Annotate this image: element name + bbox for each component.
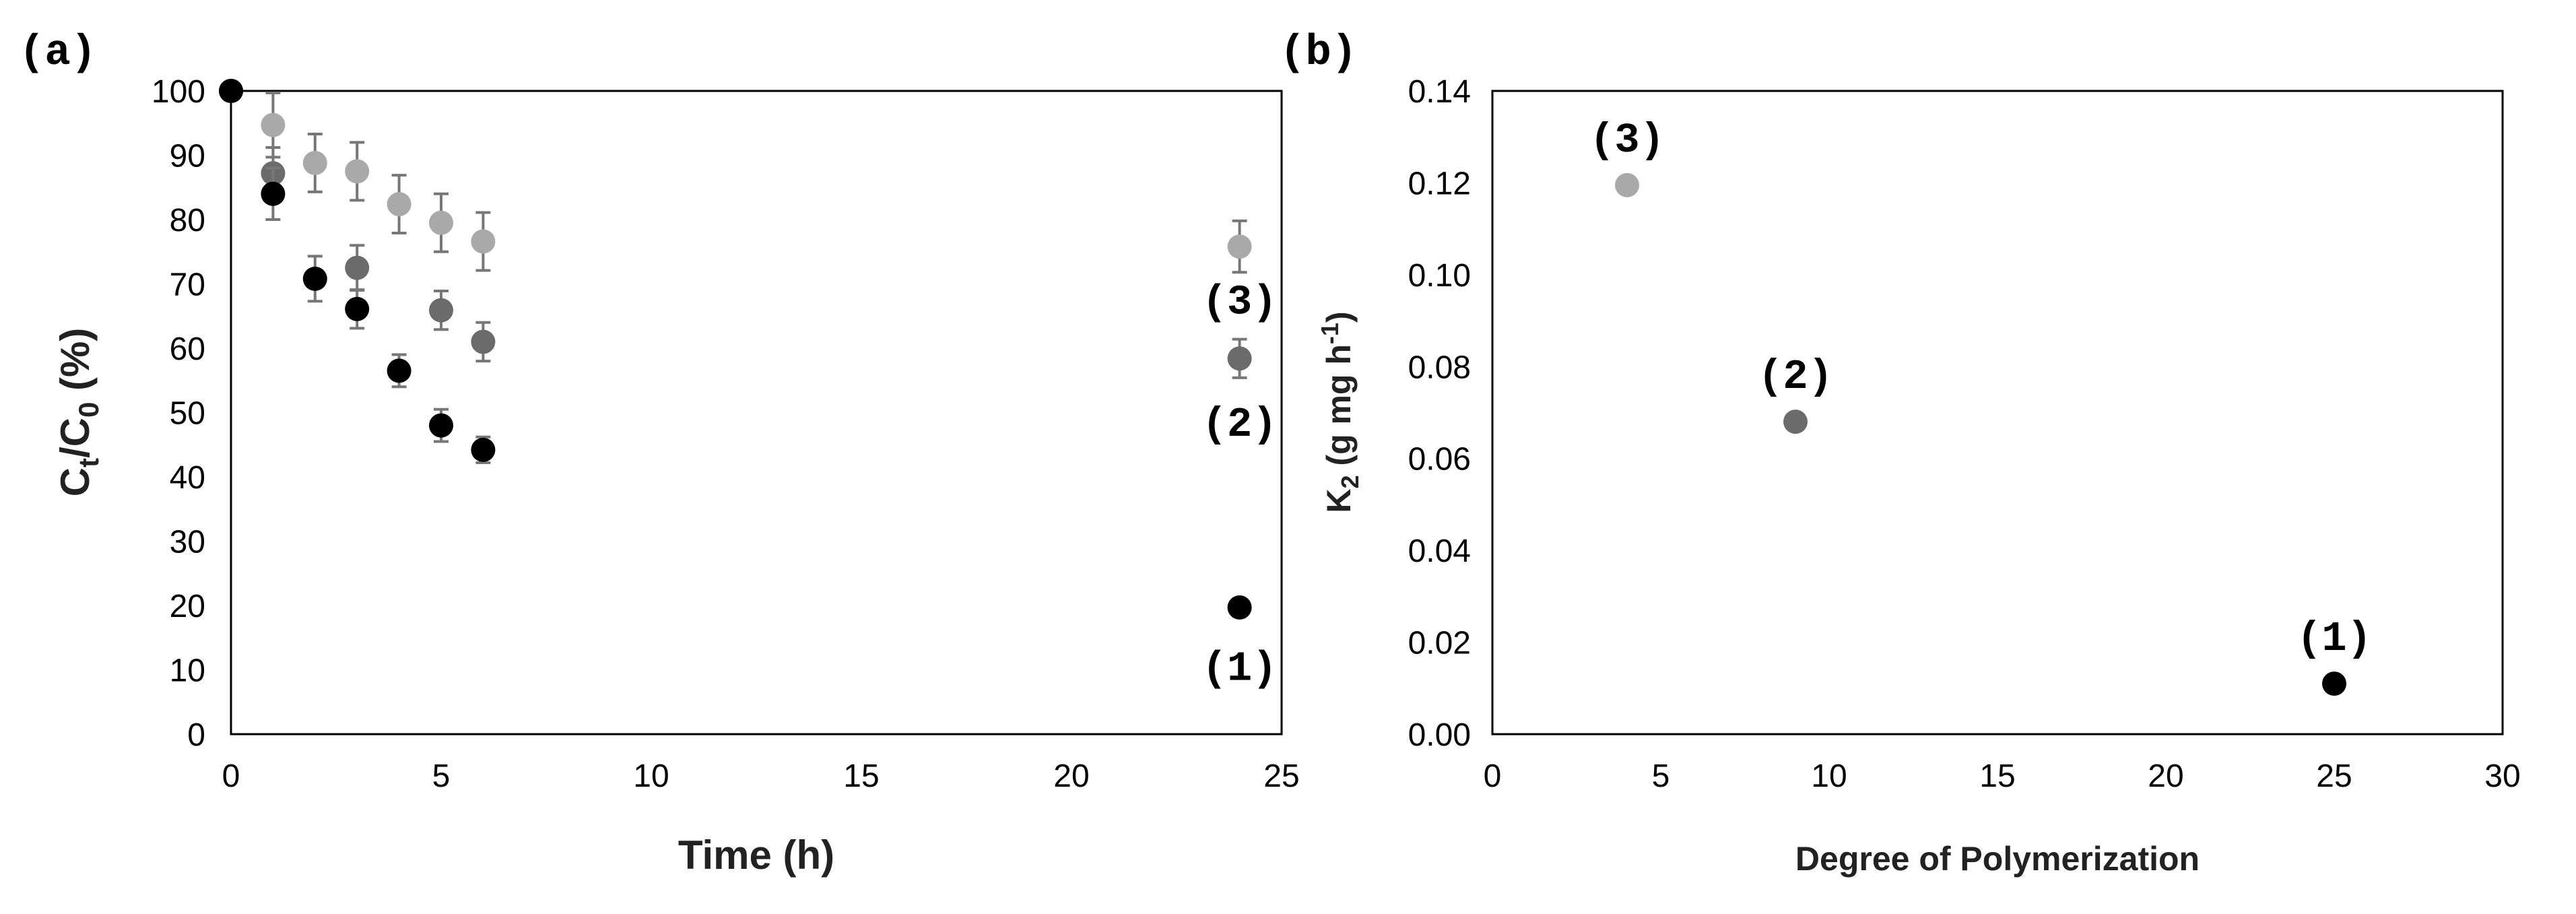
y-axis-title-a-main: C xyxy=(53,467,98,496)
x-tick-label-b: 20 xyxy=(2148,758,2183,794)
data-point-series-1 xyxy=(261,181,286,206)
series-annotation: (1) xyxy=(1202,645,1278,693)
y-tick-label-a: 80 xyxy=(170,203,205,238)
y-tick-label-a: 50 xyxy=(170,396,205,432)
x-tick-label-b: 25 xyxy=(2316,758,2352,794)
x-axis-title-a: Time (h) xyxy=(678,833,834,878)
data-point-series-1 xyxy=(429,413,453,438)
y-tick-label-a: 90 xyxy=(170,139,205,174)
x-tick-label-a: 10 xyxy=(633,758,669,794)
y-axis-title-b-main: K xyxy=(1320,489,1358,513)
y-tick-labels-b: 0.00 0.02 0.04 0.06 0.08 0.10 0.12 0.14 xyxy=(1408,74,1471,753)
y-tick-label-b: 0.00 xyxy=(1408,717,1471,753)
data-point-series-2 xyxy=(1227,346,1252,371)
y-axis-title-b: K2 (g mg h-1) xyxy=(1316,311,1364,513)
y-tick-label-a: 10 xyxy=(170,653,205,689)
y-tick-label-b: 0.08 xyxy=(1408,350,1471,385)
y-tick-label-b: 0.14 xyxy=(1408,74,1471,110)
point-annotation: (3) xyxy=(1589,117,1665,164)
y-axis-title-a-sub2: 0 xyxy=(73,402,104,418)
y-axis-title-b-sub: 2 xyxy=(1336,475,1364,488)
y-tick-label-b: 0.02 xyxy=(1408,626,1471,661)
plot-area-a xyxy=(230,90,1283,736)
data-point-series-3 xyxy=(1227,234,1252,259)
data-point-series-1 xyxy=(1227,595,1252,620)
data-point-series-1 xyxy=(471,437,496,462)
data-point-series-3 xyxy=(302,150,327,175)
chart-panel-b: (b) 0.00 0.02 0.04 0.06 0.08 0.10 0.12 0.14 0 5 1… xyxy=(1280,29,2521,878)
series-annotation: (2) xyxy=(1202,401,1278,449)
x-tick-label-a: 20 xyxy=(1053,758,1089,794)
y-tick-label-b: 0.04 xyxy=(1408,533,1471,569)
x-tick-label-b: 0 xyxy=(1484,758,1502,794)
y-tick-label-b: 0.12 xyxy=(1408,166,1471,201)
annotations-b: (3) (2) (1) xyxy=(1589,117,2372,663)
y-tick-label-b: 0.06 xyxy=(1408,442,1471,478)
panel-a-label: (a) xyxy=(19,29,96,77)
x-tick-label-a: 25 xyxy=(1263,758,1299,794)
point-annotation: (1) xyxy=(2297,615,2372,663)
data-point-series-2 xyxy=(429,298,453,323)
annotations-a: (3) (2) (1) xyxy=(1202,278,1278,692)
data-point-series-2 xyxy=(345,255,370,280)
y-axis-title-b-sup: -1 xyxy=(1316,323,1344,344)
data-point-series-3 xyxy=(345,159,370,184)
y-tick-label-b: 0.10 xyxy=(1408,258,1471,294)
y-axis-title-b-tail: ) xyxy=(1320,311,1358,323)
data-point-series-3 xyxy=(471,229,496,254)
y-tick-label-a: 0 xyxy=(187,717,205,753)
data-marks-a xyxy=(219,79,1252,620)
series-annotation: (3) xyxy=(1202,278,1278,326)
y-tick-label-a: 20 xyxy=(170,589,205,624)
x-tick-label-a: 0 xyxy=(222,758,240,794)
y-tick-label-a: 100 xyxy=(152,74,205,110)
y-tick-label-a: 60 xyxy=(170,331,205,367)
data-point-series-1 xyxy=(219,79,243,103)
data-point-b xyxy=(2322,671,2346,696)
x-tick-labels-b: 0 5 10 15 20 25 30 xyxy=(1484,758,2521,794)
chart-panel-a: (a) 0 10 20 30 40 50 60 70 80 90 100 0 5 10 15 20 25 (3… xyxy=(19,29,1300,878)
x-tick-labels-a: 0 5 10 15 20 25 xyxy=(222,758,1300,794)
data-point-series-1 xyxy=(302,266,327,291)
y-axis-title-a-tail: (%) xyxy=(53,328,98,402)
plot-area-b xyxy=(1491,90,2504,736)
x-tick-label-b: 5 xyxy=(1652,758,1670,794)
y-axis-title-a-sub1: t xyxy=(73,458,104,467)
y-axis-title-a: Ct/C0 (%) xyxy=(53,328,104,497)
data-point-series-3 xyxy=(261,112,286,137)
y-axis-title-a-mid: /C xyxy=(53,418,98,458)
y-tick-label-a: 30 xyxy=(170,525,205,560)
y-tick-labels-a: 0 10 20 30 40 50 60 70 80 90 100 xyxy=(152,74,205,753)
data-point-series-2 xyxy=(471,329,496,354)
data-point-b xyxy=(1783,410,1808,434)
panel-b-label: (b) xyxy=(1280,29,1357,77)
point-annotation: (2) xyxy=(1758,353,1833,401)
data-marks-b xyxy=(1615,172,2346,696)
x-tick-label-b: 15 xyxy=(1979,758,2015,794)
y-tick-label-a: 70 xyxy=(170,267,205,303)
x-tick-label-a: 5 xyxy=(432,758,451,794)
data-point-series-3 xyxy=(387,192,411,217)
y-axis-title-b-mid: (g mg h xyxy=(1320,344,1358,475)
x-tick-label-b: 30 xyxy=(2484,758,2520,794)
data-point-b xyxy=(1615,172,1639,197)
data-point-series-1 xyxy=(345,296,370,321)
data-point-series-1 xyxy=(387,358,411,383)
y-tick-label-a: 40 xyxy=(170,460,205,496)
x-tick-label-a: 15 xyxy=(843,758,879,794)
x-axis-title-b: Degree of Polymerization xyxy=(1795,840,2200,878)
data-point-series-3 xyxy=(429,210,453,235)
x-tick-label-b: 10 xyxy=(1811,758,1847,794)
